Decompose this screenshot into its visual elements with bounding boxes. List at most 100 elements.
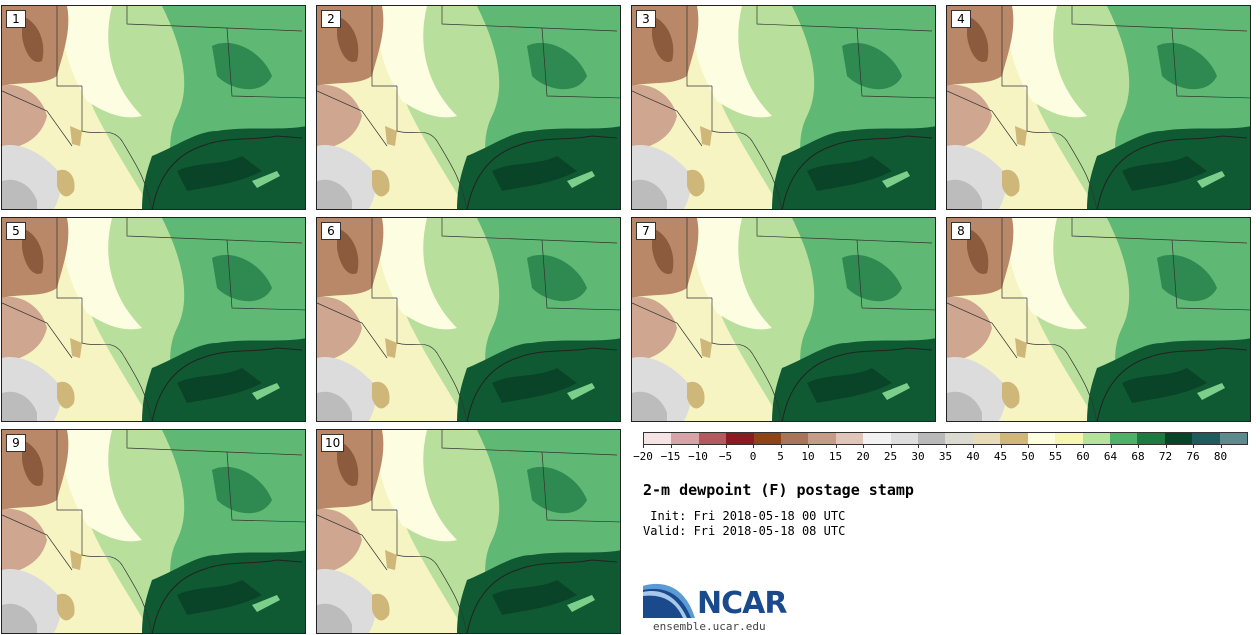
colorbar-tick: [1220, 444, 1222, 448]
stamp-panel-2: 2: [316, 5, 621, 210]
stamp-panel-10: 10: [316, 429, 621, 634]
colorbar-segment: [1192, 433, 1220, 444]
colorbar-tick: [918, 444, 919, 448]
init-time: Init: Fri 2018-05-18 00 UTC: [643, 509, 846, 523]
colorbar-tick-label: 55: [1048, 450, 1063, 463]
colorbar-segment: [972, 433, 1001, 444]
map-image: [947, 218, 1250, 421]
colorbar-tick: [753, 444, 754, 448]
colorbar-segment: [781, 433, 809, 444]
stamp-panel-3: 3: [631, 5, 936, 210]
colorbar-tick-label: 0: [749, 450, 757, 463]
colorbar-tick-label: 64: [1103, 450, 1118, 463]
panel-number: 5: [6, 222, 26, 240]
ncar-logo-icon: [643, 583, 695, 618]
colorbar-segment: [808, 433, 836, 444]
colorbar-tick: [1110, 444, 1112, 448]
panel-number: 3: [636, 10, 656, 28]
stamp-panel-4: 4: [946, 5, 1251, 210]
colorbar-tick-label: 35: [938, 450, 953, 463]
colorbar-tick: [890, 444, 892, 448]
colorbar-segment: [1055, 433, 1083, 444]
panel-number: 1: [6, 10, 26, 28]
colorbar-tick: [1028, 444, 1029, 448]
colorbar-tick-label: 60: [1076, 450, 1090, 463]
colorbar-segment: [1137, 433, 1165, 444]
colorbar-tick: [1193, 444, 1194, 448]
colorbar: [643, 432, 1248, 445]
colorbar-tick-label: −20: [633, 450, 653, 463]
map-image: [317, 218, 620, 421]
colorbar-tick: [973, 444, 974, 448]
ncar-logo-text: NCAR: [697, 586, 787, 621]
stamp-panel-6: 6: [316, 217, 621, 422]
colorbar-tick: [1083, 444, 1084, 448]
stamp-panel-7: 7: [631, 217, 936, 422]
map-image: [632, 6, 935, 209]
colorbar-segment: [1027, 433, 1056, 444]
colorbar-tick: [698, 444, 699, 448]
colorbar-tick-label: 15: [828, 450, 843, 463]
plot-title: 2-m dewpoint (F) postage stamp: [643, 481, 914, 499]
colorbar-tick: [835, 444, 837, 448]
colorbar-tick: [1000, 444, 1002, 448]
map-image: [632, 218, 935, 421]
colorbar-tick: [1138, 444, 1139, 448]
stamp-panel-5: 5: [1, 217, 306, 422]
logo-url: ensemble.ucar.edu: [653, 620, 766, 633]
colorbar-segment: [671, 433, 699, 444]
colorbar-segment: [644, 433, 672, 444]
colorbar-tick-label: −10: [688, 450, 708, 463]
map-image: [2, 218, 305, 421]
colorbar-segment: [1164, 433, 1193, 444]
colorbar-tick-label: 5: [777, 450, 784, 463]
colorbar-tick: [670, 444, 672, 448]
colorbar-segment: [753, 433, 782, 444]
map-image: [2, 6, 305, 209]
colorbar-tick-label: 72: [1158, 450, 1173, 463]
colorbar-segment: [1082, 433, 1110, 444]
panel-number: 8: [951, 222, 971, 240]
colorbar-tick: [725, 444, 727, 448]
panel-number: 7: [636, 222, 656, 240]
panel-number: 9: [6, 434, 26, 452]
colorbar-tick: [1055, 444, 1057, 448]
colorbar-tick-label: 25: [883, 450, 898, 463]
colorbar-tick-label: 50: [1021, 450, 1035, 463]
colorbar-tick: [808, 444, 809, 448]
valid-time: Valid: Fri 2018-05-18 08 UTC: [643, 524, 846, 538]
map-image: [317, 6, 620, 209]
colorbar-segment: [698, 433, 727, 444]
colorbar-tick-label: 40: [966, 450, 980, 463]
colorbar-segment: [945, 433, 973, 444]
stamp-panel-8: 8: [946, 217, 1251, 422]
colorbar-segment: [835, 433, 864, 444]
map-image: [947, 6, 1250, 209]
colorbar-tick-label: 10: [801, 450, 815, 463]
colorbar-tick-label: 45: [993, 450, 1008, 463]
map-image: [317, 430, 620, 633]
colorbar-ticks: [643, 444, 1248, 449]
colorbar-segment: [1000, 433, 1028, 444]
colorbar-tick: [643, 444, 644, 448]
colorbar-segment: [918, 433, 946, 444]
colorbar-tick: [780, 444, 782, 448]
panel-number: 2: [321, 10, 341, 28]
colorbar-tick-label: 80: [1213, 450, 1228, 463]
map-image: [2, 430, 305, 633]
colorbar-tick-label: −5: [718, 450, 733, 463]
panel-number: 4: [951, 10, 971, 28]
colorbar-segment: [1219, 433, 1247, 444]
colorbar-tick-label: −15: [660, 450, 681, 463]
panel-number: 6: [321, 222, 341, 240]
colorbar-tick: [945, 444, 947, 448]
colorbar-tick-label: 68: [1131, 450, 1145, 463]
colorbar-tick: [1165, 444, 1167, 448]
colorbar-tick: [863, 444, 864, 448]
stamp-panel-1: 1: [1, 5, 306, 210]
stamp-panel-9: 9: [1, 429, 306, 634]
colorbar-segment: [1109, 433, 1138, 444]
colorbar-segment: [726, 433, 754, 444]
colorbar-tick-label: 30: [911, 450, 925, 463]
colorbar-segment: [863, 433, 891, 444]
